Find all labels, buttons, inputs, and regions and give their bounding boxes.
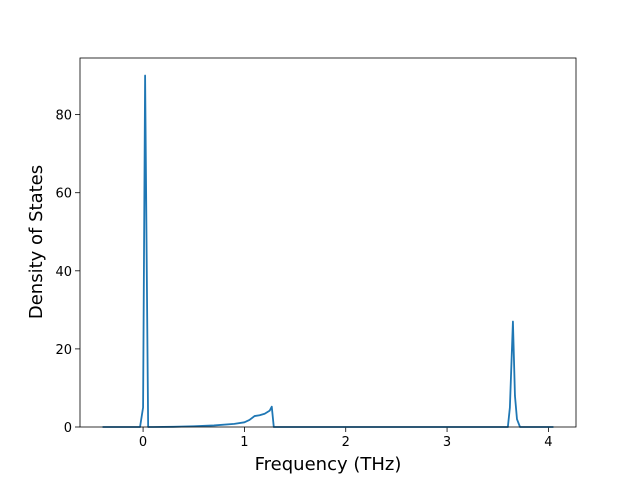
x-tick-label: 1 [240,435,248,450]
y-tick-label: 20 [55,343,72,358]
x-tick-label: 2 [342,435,350,450]
y-tick-label: 40 [55,265,72,280]
line [102,74,554,428]
y-tick-label: 0 [64,421,72,436]
y-tick-label: 80 [55,109,72,124]
y-axis-label: Density of States [26,165,47,319]
x-tick-label: 3 [443,435,451,450]
plot-frame [79,57,577,428]
x-axis-label: Frequency (THz) [255,454,402,475]
x-tick-label: 0 [139,435,147,450]
y-tick-label: 60 [55,187,72,202]
x-tick-label: 4 [544,435,552,450]
